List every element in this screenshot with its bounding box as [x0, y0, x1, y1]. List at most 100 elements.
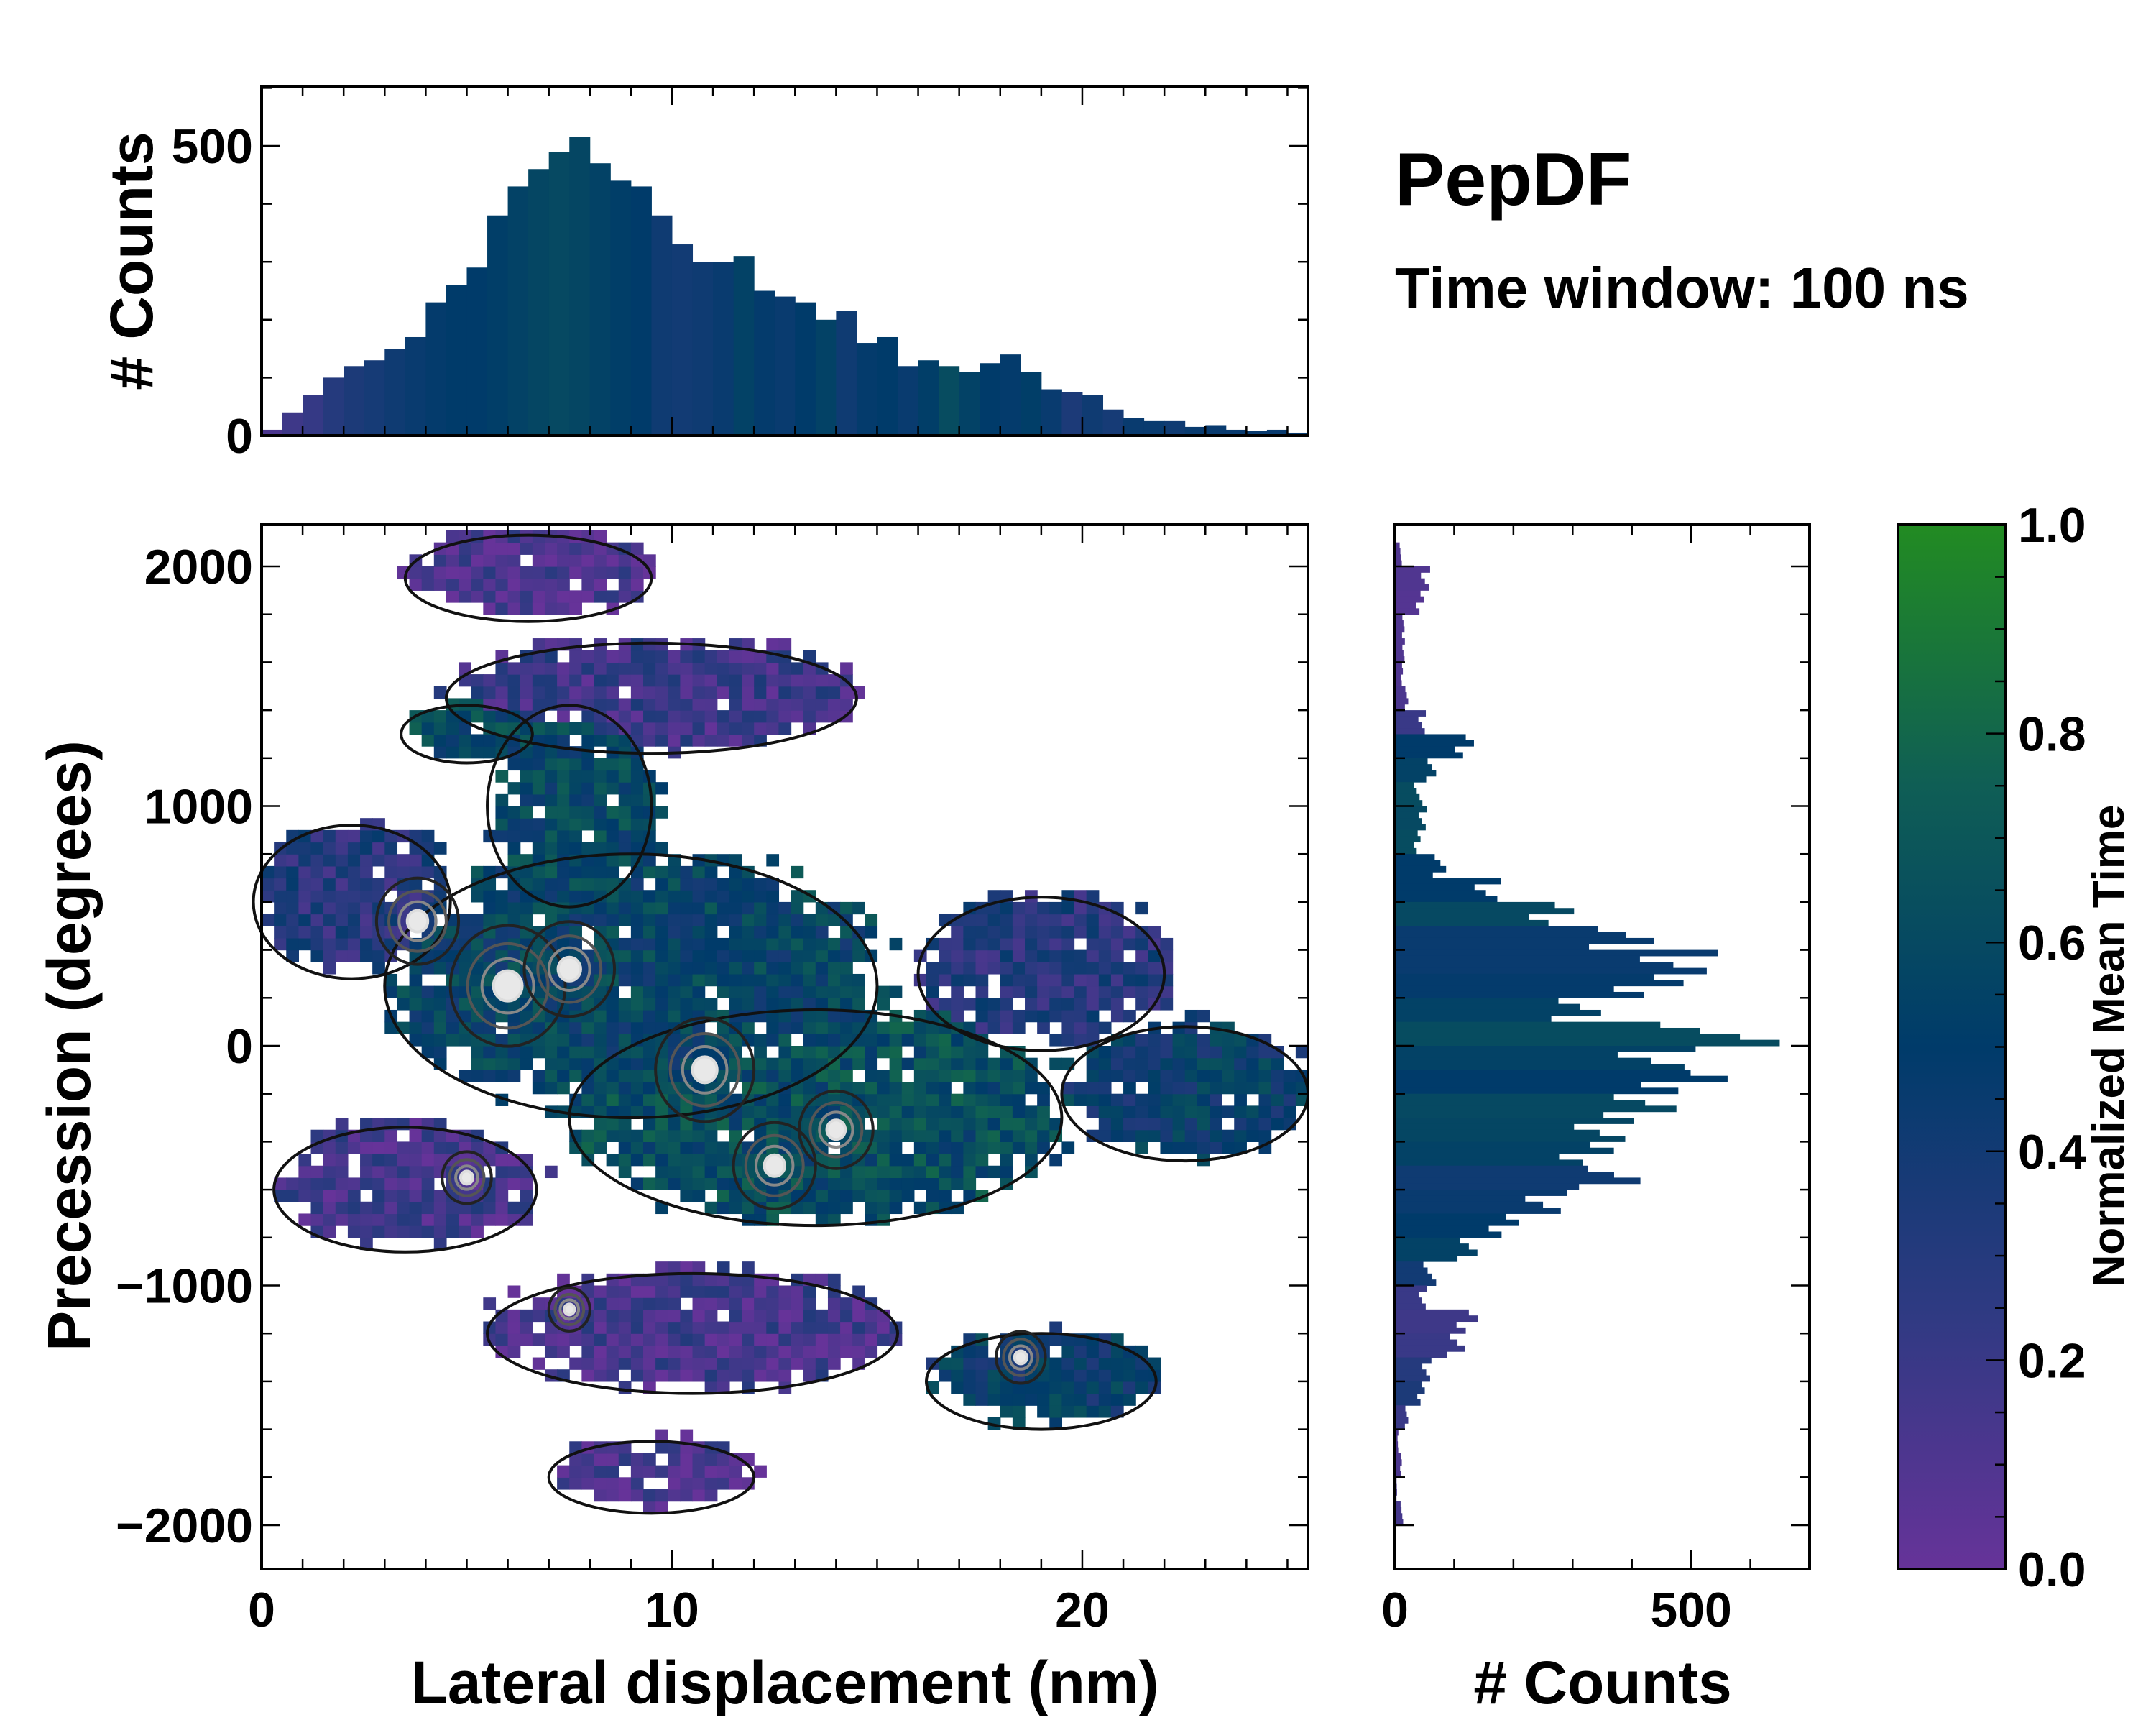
heatmap-cell — [668, 949, 681, 962]
histogram-bar — [1395, 1429, 1399, 1436]
heatmap-cell — [987, 1369, 1001, 1382]
heatmap-cell — [557, 734, 570, 747]
heatmap-cell — [532, 1082, 545, 1095]
heatmap-cell — [680, 1190, 694, 1202]
heatmap-cell — [704, 1477, 718, 1490]
heatmap-cell — [409, 973, 423, 987]
heatmap-cell — [557, 842, 570, 855]
heatmap-cell — [865, 914, 878, 926]
heatmap-cell — [1246, 1129, 1260, 1142]
heatmap-cell — [766, 998, 780, 1011]
heatmap-cell — [1086, 1405, 1100, 1418]
heatmap-cell — [742, 1309, 755, 1322]
heatmap-cell — [1148, 1046, 1161, 1059]
heatmap-cell — [754, 698, 767, 711]
heatmap-cell — [569, 1333, 582, 1346]
heatmap-cell — [569, 602, 582, 615]
heatmap-cell — [815, 949, 829, 962]
heatmap-cell — [852, 1034, 865, 1046]
heatmap-cell — [778, 985, 792, 998]
heatmap-cell — [939, 962, 952, 975]
heatmap-cell — [1025, 937, 1038, 951]
heatmap-cell — [1086, 926, 1100, 939]
heatmap-cell — [717, 1261, 730, 1274]
heatmap-cell — [877, 1190, 890, 1202]
histogram-bar — [1395, 1447, 1399, 1454]
heatmap-cell — [766, 985, 780, 998]
heatmap-cell — [1049, 949, 1063, 962]
heatmap-cell — [557, 829, 570, 843]
heatmap-cell — [766, 1309, 780, 1322]
heatmap-cell — [532, 590, 545, 603]
heatmap-cell — [778, 1034, 792, 1046]
heatmap-cell — [581, 890, 595, 903]
heatmap-cell — [692, 865, 706, 879]
heatmap-cell — [1258, 1057, 1272, 1070]
histogram-bar — [1395, 566, 1430, 573]
heatmap-cell — [951, 1070, 964, 1082]
heatmap-cell — [581, 794, 595, 807]
heatmap-cell — [532, 554, 545, 567]
heatmap-cell — [1197, 1082, 1210, 1095]
heatmap-cell — [1086, 1105, 1100, 1118]
histogram-bar — [1395, 1046, 1696, 1052]
heatmap-cell — [569, 842, 582, 855]
heatmap-cell — [827, 1009, 841, 1023]
heatmap-cell — [1258, 1129, 1272, 1142]
histogram-bar — [1287, 432, 1309, 436]
heatmap-cell — [1098, 1105, 1112, 1118]
heatmap-cell — [963, 1381, 977, 1394]
heatmap-cell — [1000, 1093, 1013, 1106]
histogram-bar — [1395, 560, 1402, 567]
heatmap-cell — [544, 578, 558, 591]
heatmap-cell — [1000, 1021, 1013, 1034]
heatmap-cell — [655, 1177, 668, 1190]
heatmap-cell — [421, 1165, 435, 1179]
heatmap-cell — [680, 1369, 694, 1382]
heatmap-cell — [544, 674, 558, 687]
heatmap-cell — [975, 1009, 989, 1023]
contour-outer — [403, 533, 653, 623]
heatmap-cell — [507, 1333, 521, 1346]
histogram-bar — [1395, 746, 1455, 753]
heatmap-cell — [630, 1177, 644, 1190]
heatmap-cell — [901, 1118, 915, 1131]
heatmap-cell — [963, 949, 977, 962]
heatmap-cell — [581, 962, 595, 975]
heatmap-cell — [459, 1213, 471, 1226]
heatmap-cell — [1222, 1070, 1235, 1082]
heatmap-cell — [495, 806, 509, 819]
heatmap-cell — [815, 1273, 829, 1287]
heatmap-cell — [594, 734, 607, 747]
histogram-bar — [1395, 811, 1419, 819]
heatmap-cell — [975, 985, 989, 998]
heatmap-cell — [815, 1021, 829, 1034]
heatmap-cell — [1086, 985, 1100, 998]
heatmap-cell — [655, 1297, 668, 1310]
heatmap-cell — [1160, 1057, 1174, 1070]
heatmap-cell — [1123, 1034, 1136, 1046]
main-ylabel: Precession (degrees) — [35, 740, 103, 1351]
heatmap-cell — [507, 890, 521, 903]
heatmap-cell — [754, 710, 767, 723]
heatmap-cell — [803, 1285, 816, 1298]
heatmap-cell — [483, 710, 497, 723]
heatmap-cell — [655, 1154, 668, 1167]
x-tick-label: 0 — [248, 1583, 275, 1637]
heatmap-cell — [421, 1201, 435, 1215]
heatmap-cell — [913, 1141, 927, 1154]
heatmap-cell — [655, 962, 668, 975]
heatmap-cell — [926, 1190, 939, 1202]
heatmap-cell — [791, 686, 804, 699]
heatmap-cell — [630, 1297, 644, 1310]
heatmap-cell — [1049, 1321, 1063, 1334]
heatmap-cell — [569, 782, 582, 795]
heatmap-cell — [1037, 1129, 1050, 1142]
heatmap-cell — [507, 1046, 521, 1059]
heatmap-cell — [717, 1453, 730, 1466]
heatmap-cell — [1098, 973, 1112, 987]
heatmap-cell — [459, 542, 471, 555]
heatmap-cell — [643, 686, 656, 699]
heatmap-cell — [766, 1297, 780, 1310]
histogram-bar — [1395, 596, 1424, 603]
